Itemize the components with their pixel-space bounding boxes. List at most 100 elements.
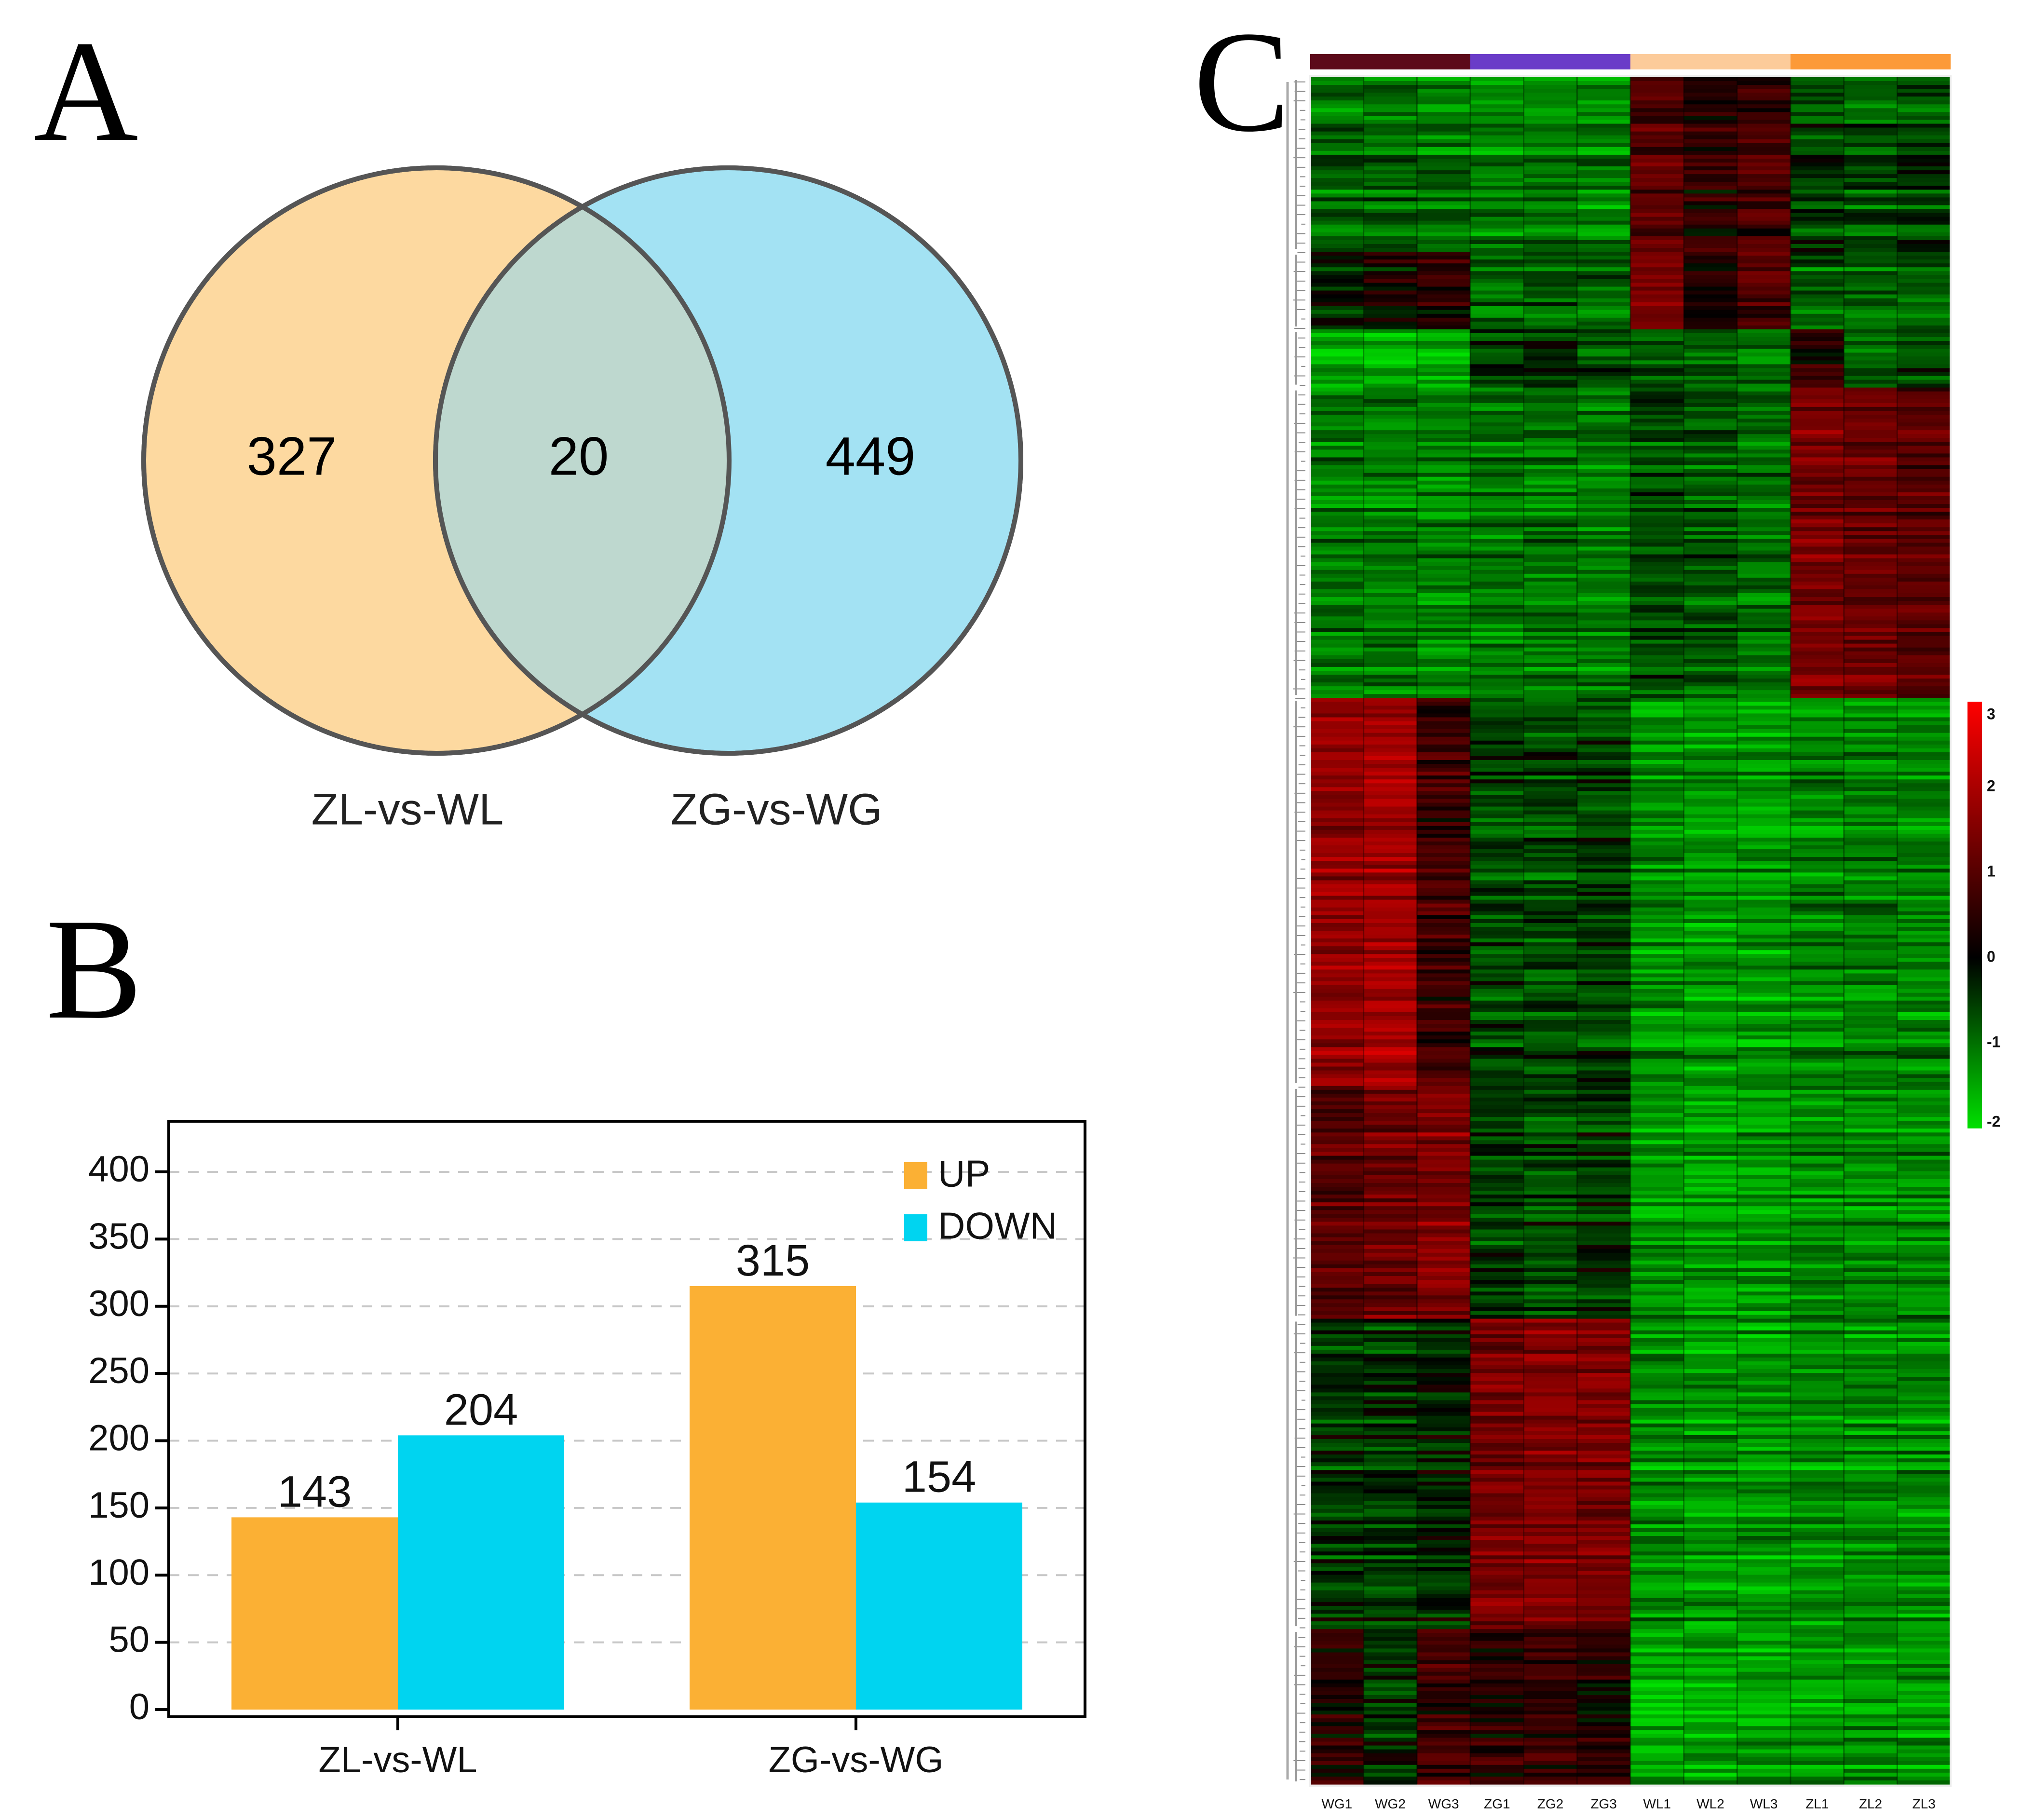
heatmap-cell (1844, 1365, 1898, 1370)
heatmap-cell (1844, 1272, 1898, 1277)
heatmap-cell (1310, 182, 1364, 186)
heatmap-cell (1577, 717, 1631, 722)
heatmap-cell (1844, 1435, 1898, 1440)
heatmap-cell (1791, 628, 1845, 633)
heatmap-cell (1470, 539, 1524, 543)
heatmap-cell (1310, 248, 1364, 252)
heatmap-cell (1897, 612, 1951, 617)
heatmap-cell (1363, 1358, 1417, 1362)
heatmap-cell (1310, 1237, 1364, 1242)
heatmap-cell (1630, 666, 1684, 671)
heatmap-cell (1470, 1555, 1524, 1560)
heatmap-cell (1683, 694, 1737, 698)
heatmap-cell (1791, 252, 1845, 256)
heatmap-cell (1470, 492, 1524, 497)
heatmap-cell (1844, 360, 1898, 365)
heatmap-cell (1310, 880, 1364, 885)
heatmap-cell (1737, 1008, 1791, 1013)
heatmap-cell (1630, 1268, 1684, 1273)
heatmap-cell (1844, 313, 1898, 318)
heatmap-cell (1737, 112, 1791, 117)
heatmap-cell (1683, 779, 1737, 784)
heatmap-cell (1737, 1245, 1791, 1250)
heatmap-cell (1737, 1489, 1791, 1494)
heatmap-cell (1470, 915, 1524, 920)
heatmap-cell (1844, 1478, 1898, 1482)
heatmap-cell (1737, 387, 1791, 392)
heatmap-cell (1523, 89, 1577, 93)
heatmap-cell (1577, 252, 1631, 256)
heatmap-cell (1630, 543, 1684, 547)
heatmap-cell (1897, 496, 1951, 501)
heatmap-cell (1417, 1187, 1471, 1191)
heatmap-cell (1844, 259, 1898, 264)
heatmap-cell (1523, 829, 1577, 834)
heatmap-cell (1630, 387, 1684, 392)
heatmap-cell (1417, 1423, 1471, 1428)
heatmap-cell (1470, 795, 1524, 800)
heatmap-cell (1310, 376, 1364, 380)
heatmap-cell (1683, 795, 1737, 800)
heatmap-cell (1737, 713, 1791, 718)
heatmap-cell (1363, 1516, 1417, 1521)
heatmap-cell (1363, 562, 1417, 567)
heatmap-cell (1417, 962, 1471, 966)
heatmap-cell (1363, 1307, 1417, 1312)
heatmap-cell (1523, 1047, 1577, 1052)
heatmap-cell (1417, 1252, 1471, 1257)
heatmap-cell (1363, 426, 1417, 431)
heatmap-cell (1844, 422, 1898, 427)
heatmap-cell (1363, 531, 1417, 535)
heatmap-cell (1897, 1256, 1951, 1261)
heatmap-cell (1897, 1264, 1951, 1269)
heatmap-cell (1310, 1241, 1364, 1246)
heatmap-cell (1417, 907, 1471, 912)
heatmap-cell (1630, 252, 1684, 256)
heatmap-cell (1523, 853, 1577, 857)
heatmap-cell (1791, 965, 1845, 970)
heatmap-cell (1577, 760, 1631, 764)
heatmap-cell (1897, 1105, 1951, 1110)
heatmap-cell (1683, 969, 1737, 974)
heatmap-cell (1791, 729, 1845, 733)
heatmap-cell (1470, 1288, 1524, 1292)
heatmap-cell (1417, 1163, 1471, 1168)
heatmap-cell (1417, 1256, 1471, 1261)
heatmap-cell (1630, 1163, 1684, 1168)
heatmap-cell (1470, 1272, 1524, 1277)
heatmap-cell (1683, 488, 1737, 493)
heatmap-cell (1791, 566, 1845, 570)
heatmap-cell (1310, 205, 1364, 210)
heatmap-cell (1737, 1462, 1791, 1467)
heatmap-cell (1523, 1105, 1577, 1110)
heatmap-cell (1417, 1020, 1471, 1024)
heatmap-cell (1363, 1202, 1417, 1207)
heatmap-cell (1310, 516, 1364, 520)
heatmap-cell (1737, 698, 1791, 702)
heatmap-cell (1417, 752, 1471, 757)
heatmap-cell (1791, 1159, 1845, 1164)
heatmap-cell (1363, 333, 1417, 338)
heatmap-cell (1310, 1222, 1364, 1226)
heatmap-cell (1683, 1578, 1737, 1583)
heatmap-cell (1523, 969, 1577, 974)
heatmap-cell (1737, 500, 1791, 504)
heatmap-cell (1577, 694, 1631, 698)
heatmap-cell (1737, 806, 1791, 811)
heatmap-cell (1417, 1303, 1471, 1308)
heatmap-cell (1737, 950, 1791, 954)
heatmap-cell (1844, 655, 1898, 660)
heatmap-cell (1791, 256, 1845, 260)
heatmap-cell (1737, 1182, 1791, 1187)
heatmap-cell (1897, 1385, 1951, 1389)
heatmap-cell (1683, 1392, 1737, 1397)
heatmap-cell (1577, 1322, 1631, 1327)
heatmap-cell (1683, 1602, 1737, 1606)
heatmap-cell (1897, 1295, 1951, 1300)
heatmap-cell (1470, 1191, 1524, 1195)
heatmap-cell (1630, 869, 1684, 873)
heatmap-cell (1844, 962, 1898, 966)
heatmap-cell (1791, 1567, 1845, 1572)
heatmap-cell (1310, 1330, 1364, 1335)
heatmap-cell (1523, 186, 1577, 190)
